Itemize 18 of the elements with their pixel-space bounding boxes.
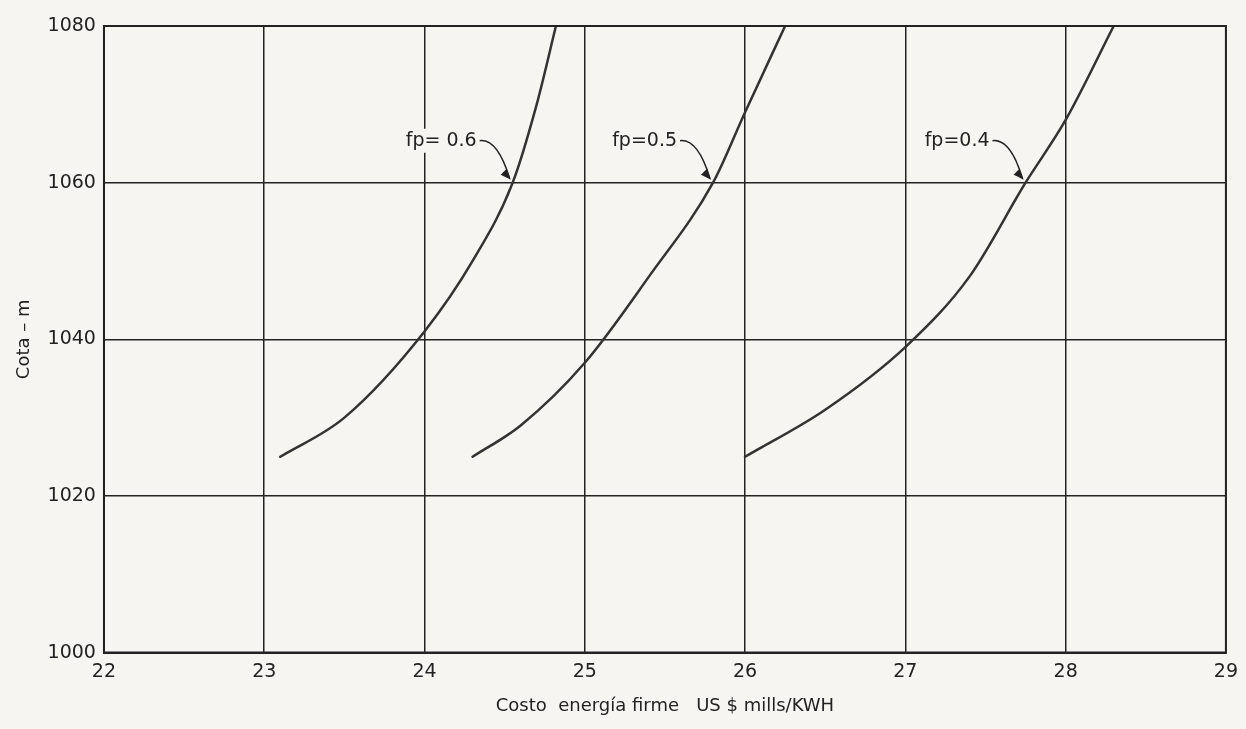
x-tick-label: 26	[732, 658, 758, 681]
x-tick-label: 24	[412, 658, 437, 681]
annotation: fp=0.4	[924, 127, 990, 150]
y-tick-label: 1060	[47, 169, 96, 192]
x-tick-label: 25	[572, 658, 597, 681]
y-axis-title: Cota – m	[12, 299, 34, 380]
line-series	[279, 26, 558, 459]
annotation: fp= 0.6	[405, 127, 477, 150]
x-tick-label: 27	[893, 658, 918, 681]
x-tick-label: 28	[1053, 658, 1078, 681]
annotation: fp=0.5	[612, 127, 678, 150]
x-tick-label: 29	[1213, 658, 1239, 681]
line-series	[743, 26, 1115, 459]
y-tick-label: 1020	[47, 482, 96, 505]
x-tick-label: 23	[252, 658, 277, 681]
x-axis-title: Costo energía firme US $ mills/KWH	[495, 693, 835, 715]
y-tick-label: 1080	[47, 12, 96, 35]
y-tick-label: 1040	[47, 326, 96, 349]
